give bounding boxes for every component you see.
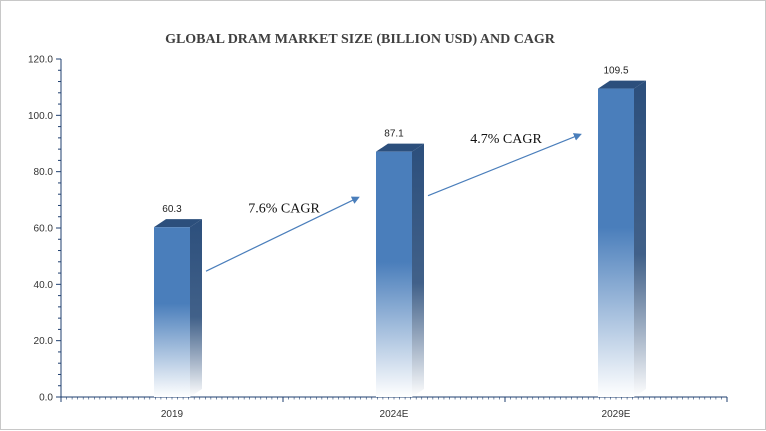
bar-front <box>154 227 190 397</box>
chart-title: GLOBAL DRAM MARKET SIZE (BILLION USD) AN… <box>165 32 556 47</box>
data-label: 87.1 <box>384 129 404 140</box>
bar-front <box>376 151 412 397</box>
bar-top <box>598 80 646 89</box>
cagr-label: 7.6% CAGR <box>248 201 320 216</box>
x-tick-label: 2019 <box>161 409 184 420</box>
data-label: 109.5 <box>603 66 628 77</box>
bar-side <box>412 143 424 397</box>
bar-2029E: 109.5 <box>598 66 646 397</box>
cagr-label: 4.7% CAGR <box>470 132 542 147</box>
bar-side <box>190 219 202 397</box>
x-tick-label: 2024E <box>380 409 409 420</box>
y-tick-label: 100.0 <box>28 111 53 122</box>
bar-top <box>376 143 424 152</box>
y-tick-label: 60.0 <box>34 224 54 235</box>
y-tick-label: 0.0 <box>39 393 53 404</box>
bar-2019: 60.3 <box>154 204 202 397</box>
y-tick-label: 80.0 <box>34 167 54 178</box>
cagr-arrow <box>205 196 360 272</box>
y-tick-label: 40.0 <box>34 280 54 291</box>
bar-2024E: 87.1 <box>376 129 424 397</box>
bar-front <box>598 88 634 397</box>
bar-side <box>634 80 646 397</box>
data-label: 60.3 <box>162 204 182 215</box>
y-tick-label: 120.0 <box>28 55 53 66</box>
cagr-arrow <box>427 133 582 197</box>
bar-top <box>154 219 202 228</box>
x-tick-label: 2029E <box>602 409 631 420</box>
y-tick-label: 20.0 <box>34 336 54 347</box>
